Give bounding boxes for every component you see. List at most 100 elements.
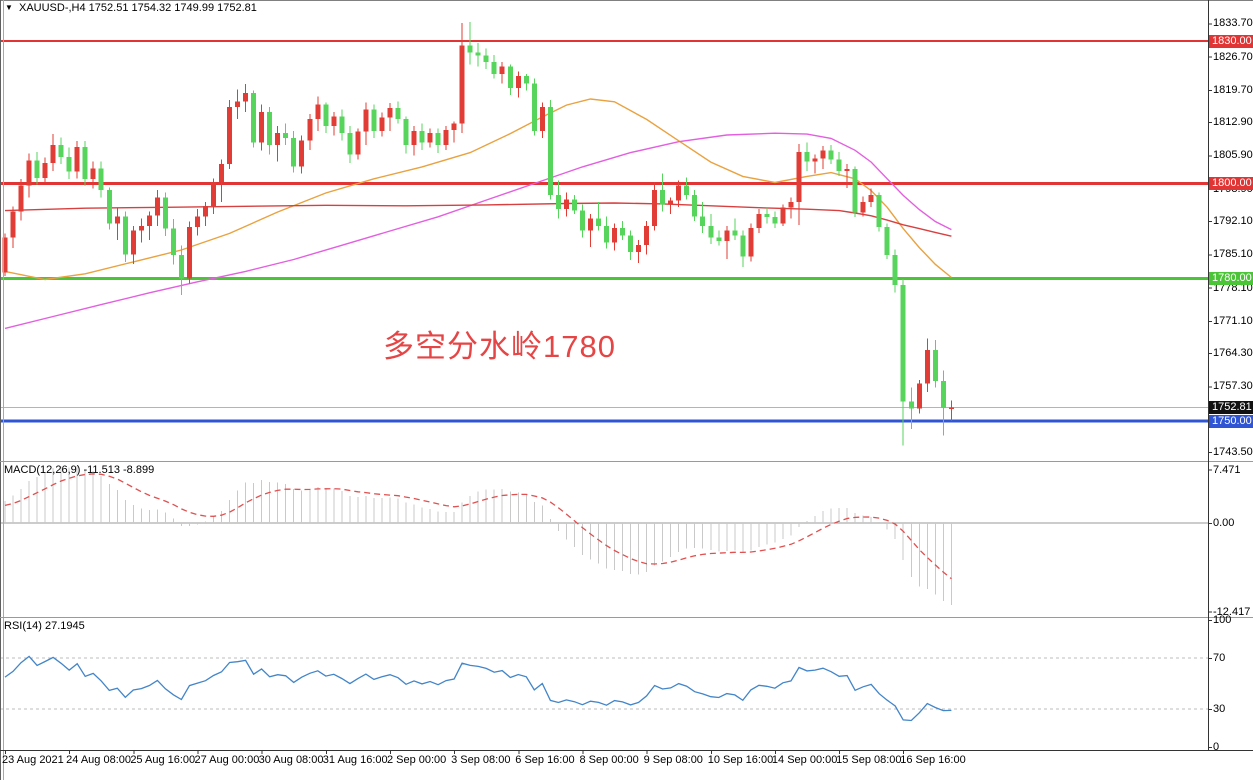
- candle-body: [523, 76, 529, 84]
- candle-body: [251, 92, 257, 143]
- candle-body: [323, 104, 329, 127]
- macd-signal-line: [4, 473, 952, 580]
- candle-body: [916, 383, 922, 409]
- candle-body: [499, 66, 505, 74]
- candle-body: [724, 230, 730, 241]
- price-tick-label: 1819.70: [1213, 83, 1253, 96]
- candle-body: [186, 227, 192, 279]
- candle-body: [331, 116, 337, 127]
- time-tick-label: 25 Aug 16:00: [130, 754, 196, 766]
- candle-body: [515, 76, 521, 89]
- candle-body: [427, 133, 433, 143]
- candle-body: [491, 61, 497, 74]
- candle-body: [411, 130, 417, 146]
- candle-body: [812, 158, 818, 162]
- candle-body: [219, 164, 225, 183]
- price-tick-label: 1785.10: [1213, 248, 1253, 261]
- moving-averages: [4, 98, 952, 330]
- candle-body: [748, 228, 754, 257]
- candle-body: [612, 228, 618, 243]
- candle-body: [435, 133, 441, 146]
- candle-body: [908, 401, 914, 409]
- candle-body: [644, 225, 650, 245]
- horizontal-lines: [0, 40, 1208, 423]
- candle-body: [66, 156, 72, 172]
- candle-body: [652, 190, 658, 226]
- candle-body: [772, 217, 778, 224]
- price-tick-label: 1757.30: [1213, 380, 1253, 393]
- candle-body: [291, 137, 297, 167]
- candle-body: [844, 168, 850, 172]
- candle-body: [443, 129, 449, 146]
- candle-body: [162, 197, 168, 229]
- rsi-tick-label: 0: [1213, 741, 1220, 753]
- candle-body: [531, 83, 537, 131]
- candle-body: [387, 107, 393, 118]
- price-badge-1780.00: 1780.00: [1209, 272, 1253, 285]
- macd-indicator-label: MACD(12,26,9) -11.513 -8.899: [4, 464, 155, 476]
- candle-body: [860, 202, 866, 213]
- candle-body: [716, 237, 722, 241]
- slow-ma-line[interactable]: [4, 202, 952, 237]
- candle-body: [668, 200, 674, 205]
- macd-panel: [0, 466, 1208, 606]
- candle-body: [539, 107, 545, 131]
- candle-body: [676, 185, 682, 201]
- candle-body: [507, 66, 513, 89]
- price-tick-label: 1812.90: [1213, 116, 1253, 129]
- candle-body: [106, 190, 112, 224]
- candle-body: [275, 133, 281, 146]
- candle-body: [379, 117, 385, 131]
- price-badge-1800.00: 1800.00: [1209, 177, 1253, 190]
- candle-body: [307, 118, 313, 141]
- candle-body: [178, 254, 184, 279]
- time-tick-label: 8 Sep 00:00: [579, 754, 639, 766]
- candle-body: [628, 235, 634, 252]
- fast-ma-line[interactable]: [4, 98, 952, 281]
- candle-body: [363, 109, 369, 132]
- candle-body: [884, 227, 890, 256]
- candle-body: [483, 55, 489, 62]
- mid-ma-line[interactable]: [4, 132, 952, 330]
- candle-body: [395, 107, 401, 119]
- candle-body: [299, 140, 305, 167]
- candle-body: [459, 45, 465, 124]
- candle-body: [42, 163, 48, 178]
- rsi-indicator-label: RSI(14) 27.1945: [4, 620, 85, 632]
- candle-body: [283, 133, 289, 138]
- chart-title: ▼ XAUUSD-,H4 1752.51 1754.32 1749.99 175…: [5, 2, 257, 15]
- collapse-triangle-icon[interactable]: ▼: [5, 3, 13, 12]
- symbol-period-label: XAUUSD-,H4: [18, 2, 86, 14]
- candle-body: [82, 146, 88, 179]
- candle-body: [194, 216, 200, 228]
- rsi-tick-label: 30: [1213, 702, 1226, 715]
- candle-body: [660, 190, 666, 205]
- macd-tick-label: 7.471: [1213, 463, 1241, 476]
- time-tick-label: 6 Sep 16:00: [515, 754, 575, 766]
- candle-body: [58, 145, 64, 157]
- candle-body: [74, 146, 80, 172]
- price-badge-1750.00: 1750.00: [1209, 414, 1253, 428]
- candle-body: [419, 130, 425, 143]
- candle-body: [339, 116, 345, 134]
- candle-body: [788, 202, 794, 208]
- candle-body: [50, 145, 56, 164]
- price-tick-label: 1771.10: [1213, 314, 1253, 327]
- time-tick-label: 3 Sep 08:00: [451, 754, 511, 766]
- candle-body: [98, 168, 104, 191]
- candle-body: [595, 218, 601, 226]
- candle-body: [122, 216, 128, 255]
- candle-body: [868, 194, 874, 203]
- candle-body: [708, 225, 714, 238]
- candle-body: [475, 52, 481, 56]
- candle-body: [892, 255, 898, 286]
- macd-tick-label: -12.417: [1213, 605, 1251, 618]
- time-tick-label: 31 Aug 16:00: [322, 754, 388, 766]
- candle-body: [684, 185, 690, 195]
- rsi-tick-label: 100: [1213, 614, 1232, 626]
- rsi-tick-label: 70: [1213, 652, 1226, 665]
- time-tick-label: 9 Sep 08:00: [643, 754, 703, 766]
- candle-body: [403, 118, 409, 146]
